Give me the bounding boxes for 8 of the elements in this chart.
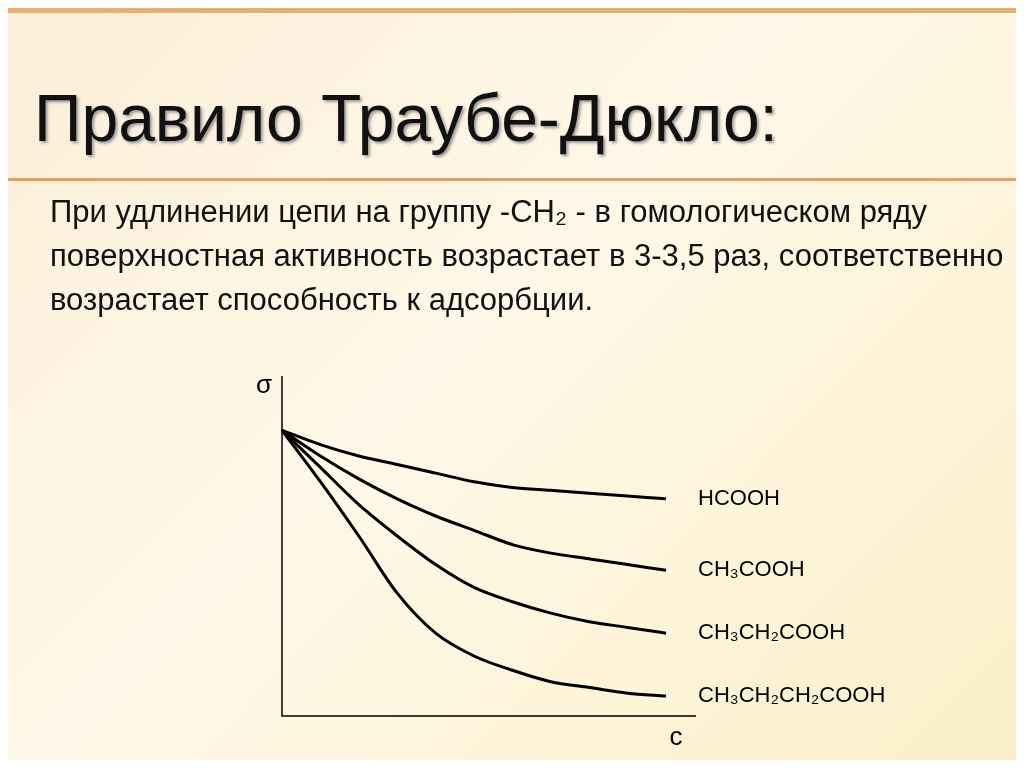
series-label: CH₃CH₂CH₂COOH [698, 682, 886, 708]
series-label: CH₃COOH [698, 556, 805, 582]
series-label: HCOOH [698, 484, 780, 510]
chart-title: Правило Траубе-Дюкло: [34, 80, 778, 156]
x-axis-title: c [669, 721, 683, 752]
y-axis-title: σ [255, 369, 272, 400]
chart-subtitle: При удлинении цепи на группу -CH₂ - в гомологическом ряду поверхностная активность возрастает в 3-3,5 раз, соответственно возрастает способность к адсорбции. [50, 193, 1005, 319]
series-label: CH₃CH₂COOH [698, 619, 846, 645]
